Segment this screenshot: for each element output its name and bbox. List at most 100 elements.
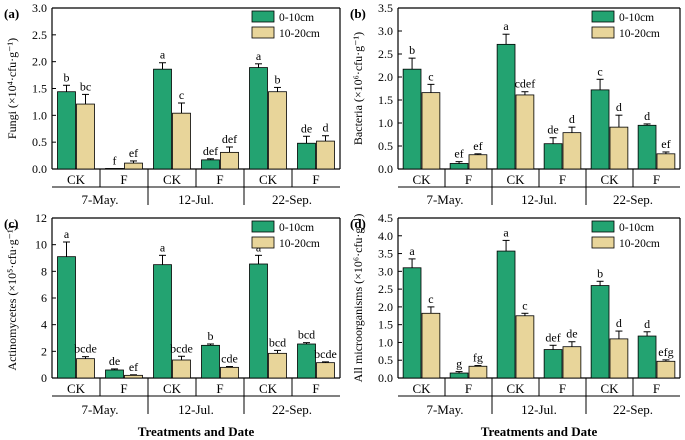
significance-letter: bc bbox=[80, 79, 91, 93]
treatment-label: F bbox=[559, 381, 566, 396]
legend-swatch bbox=[251, 220, 275, 233]
significance-letter: f bbox=[113, 153, 117, 167]
bar-10-20cm bbox=[124, 162, 143, 170]
y-tick-label: 2.0 bbox=[378, 300, 393, 314]
y-tick-label: 3.5 bbox=[378, 247, 393, 261]
significance-letter: a bbox=[503, 19, 509, 33]
bar-0-10cm bbox=[637, 124, 657, 170]
y-tick-label: 12 bbox=[35, 211, 47, 225]
significance-letter: bcd bbox=[298, 328, 315, 342]
treatment-label: F bbox=[312, 172, 319, 187]
significance-letter: a bbox=[409, 244, 415, 258]
bar-0-10cm bbox=[57, 91, 76, 170]
date-label: 12-Jul. bbox=[521, 402, 557, 417]
bar-0-10cm bbox=[449, 372, 469, 379]
bar-0-10cm bbox=[249, 67, 268, 170]
legend-swatch bbox=[591, 220, 615, 233]
y-tick-label: 0 bbox=[41, 371, 47, 385]
significance-letter: def bbox=[545, 330, 560, 344]
panel-d: 0.0 0.5 1.0 1.5 2.0 2.5 3.0 3.5 4.0 4.5 All microo… bbox=[350, 211, 681, 417]
legend-swatch bbox=[591, 236, 615, 249]
bar-0-10cm bbox=[449, 163, 469, 170]
y-tick-label: 2.0 bbox=[378, 70, 393, 84]
x-axis-title-right: Treatments and Date bbox=[481, 424, 598, 439]
treatment-label: F bbox=[312, 381, 319, 396]
bar-10-20cm bbox=[562, 132, 582, 170]
significance-letter: c bbox=[522, 298, 527, 312]
legend-swatch bbox=[251, 10, 275, 23]
date-label: 22-Sep. bbox=[613, 402, 653, 417]
bar-10-20cm bbox=[515, 94, 535, 170]
significance-letter: def bbox=[203, 144, 218, 158]
bar-0-10cm bbox=[402, 68, 422, 170]
panel-b: 0.0 0.5 1.0 1.5 2.0 2.5 3.0 3.5 Bacteria (×10⁶·c… bbox=[350, 1, 681, 207]
treatment-label: F bbox=[653, 381, 660, 396]
significance-letter: ef bbox=[661, 137, 670, 151]
bar-0-10cm bbox=[153, 68, 172, 170]
treatment-label: CK bbox=[506, 172, 525, 187]
y-tick-label: 1.5 bbox=[378, 93, 393, 107]
y-tick-label: 0.0 bbox=[32, 162, 47, 176]
y-tick-label: 8 bbox=[41, 264, 47, 278]
bar-0-10cm bbox=[496, 43, 516, 170]
significance-letter: a bbox=[160, 240, 166, 254]
bar-0-10cm bbox=[543, 349, 563, 379]
y-tick-label: 0.5 bbox=[378, 139, 393, 153]
date-label: 12-Jul. bbox=[178, 192, 214, 207]
bar-10-20cm bbox=[609, 126, 629, 170]
bar-0-10cm bbox=[105, 168, 124, 170]
bar-10-20cm bbox=[76, 358, 95, 379]
bar-0-10cm bbox=[543, 143, 563, 170]
y-tick-label: 1.0 bbox=[378, 335, 393, 349]
x-axis-title-left: Treatments and Date bbox=[138, 424, 255, 439]
bar-10-20cm bbox=[172, 359, 191, 379]
significance-letter: c bbox=[428, 69, 433, 83]
significance-letter: b bbox=[409, 43, 415, 57]
bar-0-10cm bbox=[590, 89, 610, 170]
legend-label: 10-20cm bbox=[279, 238, 320, 250]
legend-label: 0-10cm bbox=[279, 222, 314, 234]
legend-label: 10-20cm bbox=[279, 28, 320, 40]
treatment-label: F bbox=[216, 172, 223, 187]
significance-letter: bcde bbox=[314, 347, 337, 361]
significance-letter: b bbox=[597, 266, 603, 280]
bar-10-20cm bbox=[421, 312, 441, 379]
bar-10-20cm bbox=[172, 112, 191, 170]
y-tick-label: 2.0 bbox=[32, 55, 47, 69]
panel-label: (d) bbox=[350, 216, 366, 231]
y-tick-label: 6 bbox=[41, 291, 47, 305]
date-label: 22-Sep. bbox=[272, 402, 312, 417]
significance-letter: a bbox=[256, 49, 262, 63]
y-tick-label: 2.5 bbox=[378, 282, 393, 296]
y-tick-label: 1.5 bbox=[32, 82, 47, 96]
bar-0-10cm bbox=[201, 344, 220, 379]
bar-0-10cm bbox=[637, 335, 657, 379]
legend-swatch bbox=[591, 26, 615, 39]
significance-letter: d bbox=[644, 317, 650, 331]
y-tick-label: 3.5 bbox=[378, 1, 393, 15]
significance-letter: def bbox=[222, 132, 237, 146]
treatment-label: F bbox=[216, 381, 223, 396]
panel-label: (c) bbox=[4, 216, 18, 231]
treatment-label: CK bbox=[412, 381, 431, 396]
bar-10-20cm bbox=[220, 151, 239, 170]
y-tick-label: 1.5 bbox=[378, 318, 393, 332]
bar-10-20cm bbox=[609, 338, 629, 379]
bar-0-10cm bbox=[57, 256, 76, 379]
significance-letter: efg bbox=[658, 345, 673, 359]
significance-letter: b bbox=[64, 70, 70, 84]
date-label: 7-May. bbox=[81, 192, 118, 207]
y-tick-label: 2.5 bbox=[378, 47, 393, 61]
significance-letter: d bbox=[323, 121, 329, 135]
y-tick-label: 4.0 bbox=[378, 229, 393, 243]
y-axis-label: Bacteria (×10⁶·cfu·g⁻¹) bbox=[351, 32, 365, 145]
treatment-label: F bbox=[120, 172, 127, 187]
panel-label: (b) bbox=[350, 6, 366, 21]
y-tick-label: 1.0 bbox=[32, 108, 47, 122]
significance-letter: a bbox=[64, 227, 70, 241]
significance-letter: bcde bbox=[74, 342, 97, 356]
date-label: 7-May. bbox=[426, 402, 463, 417]
bar-10-20cm bbox=[656, 153, 676, 170]
bar-10-20cm bbox=[656, 360, 676, 379]
panel-label: (a) bbox=[4, 6, 19, 21]
